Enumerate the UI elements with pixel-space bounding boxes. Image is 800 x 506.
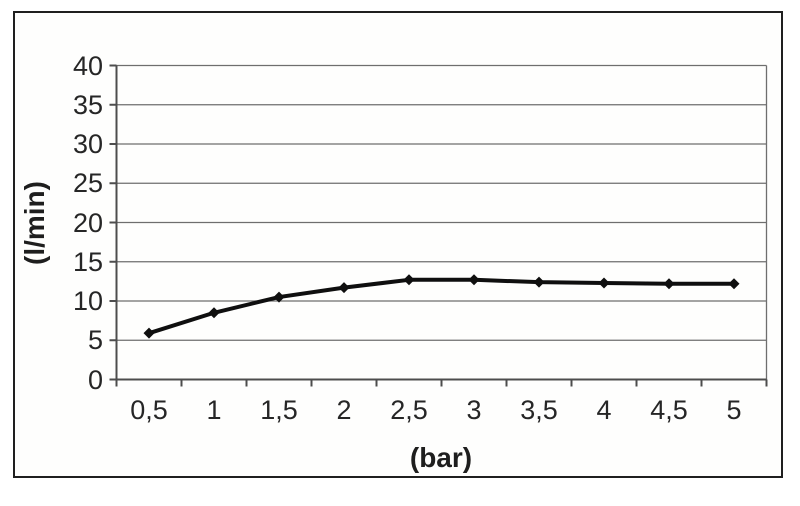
data-point-marker (663, 278, 675, 290)
x-tick-label: 5 (726, 395, 742, 425)
data-point-marker (143, 327, 155, 339)
y-tick-label: 40 (72, 50, 103, 81)
y-tick-label: 20 (72, 207, 103, 238)
data-point-marker (338, 282, 350, 294)
y-tick-label: 35 (72, 89, 103, 120)
y-tick-label: 5 (87, 325, 103, 356)
x-tick-label: 3 (466, 395, 482, 425)
data-point-marker (273, 291, 285, 303)
y-tick-label: 25 (72, 168, 103, 199)
y-axis-title: (l/min) (19, 181, 50, 265)
data-point-marker (598, 277, 610, 289)
data-line (147, 277, 736, 336)
chart-frame (13, 11, 783, 478)
x-tick-label: 1 (206, 395, 222, 425)
data-point-marker (468, 274, 480, 286)
y-tick-label: 10 (72, 286, 103, 316)
data-point-marker (403, 274, 415, 286)
x-tick-label: 4,5 (650, 395, 688, 425)
x-axis-title: (bar) (409, 442, 473, 473)
x-tick-label: 2 (336, 395, 352, 425)
x-tick-label: 3,5 (520, 395, 558, 425)
data-point-marker (728, 278, 740, 290)
y-tick-label: 15 (72, 246, 103, 277)
x-tick-label: 0,5 (130, 395, 168, 425)
data-point-marker (533, 276, 545, 288)
y-tick-label: 0 (87, 364, 103, 395)
y-tick-label: 30 (72, 129, 103, 159)
x-tick-label: 2,5 (390, 395, 428, 425)
x-tick-label: 1,5 (260, 395, 298, 425)
x-tick-label: 4 (596, 395, 612, 425)
data-point-marker (208, 307, 220, 319)
